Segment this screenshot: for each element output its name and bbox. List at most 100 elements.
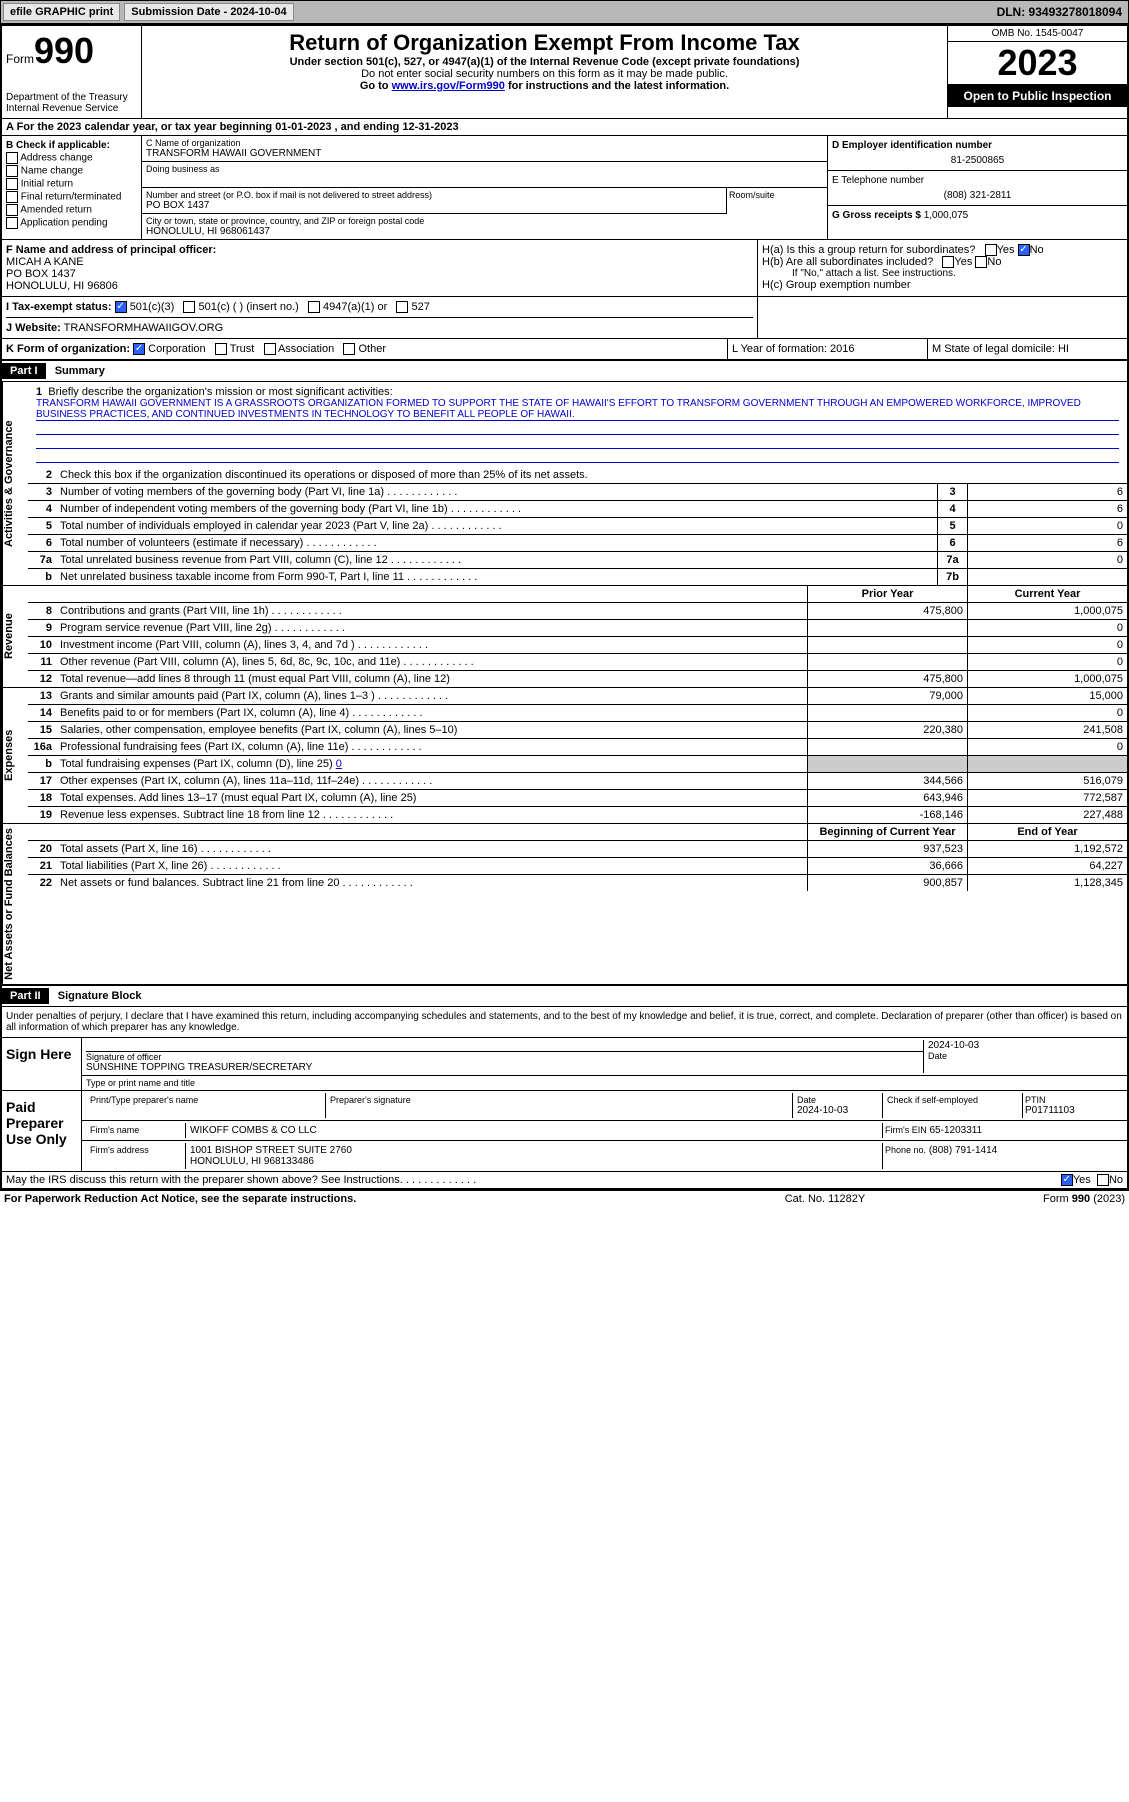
ptin: P01711103: [1025, 1105, 1121, 1116]
officer-addr1: PO BOX 1437: [6, 268, 753, 280]
prep-sig-label: Preparer's signature: [330, 1095, 788, 1105]
self-employed-check[interactable]: Check if self-employed: [883, 1093, 1023, 1118]
entity-right: D Employer identification number 81-2500…: [827, 136, 1127, 239]
tax-year: 2023: [948, 42, 1127, 85]
revenue-section: Revenue Prior YearCurrent Year 8Contribu…: [2, 586, 1127, 688]
row-a-tax-year: A For the 2023 calendar year, or tax yea…: [2, 119, 1127, 136]
expenses-section: Expenses 13Grants and similar amounts pa…: [2, 688, 1127, 824]
website-url: TRANSFORMHAWAIIGOV.ORG: [64, 322, 224, 334]
e20: 1,192,572: [967, 841, 1127, 857]
part2-title: Signature Block: [58, 990, 142, 1002]
c15: 241,508: [967, 722, 1127, 738]
ha-no-check[interactable]: [1018, 244, 1030, 256]
firm-name: WIKOFF COMBS & CO LLC: [186, 1123, 883, 1138]
name-change-check[interactable]: Name change: [6, 165, 137, 177]
c18: 772,587: [967, 790, 1127, 806]
q3: Number of voting members of the governin…: [56, 484, 937, 500]
c8: 1,000,075: [967, 603, 1127, 619]
v7b: [967, 569, 1127, 585]
final-return-check[interactable]: Final return/terminated: [6, 191, 137, 203]
net-assets-section: Net Assets or Fund Balances Beginning of…: [2, 824, 1127, 986]
firm-ein: 65-1203311: [930, 1125, 983, 1136]
form-ref: Form 990 (2023): [925, 1193, 1125, 1205]
submission-date: Submission Date - 2024-10-04: [124, 3, 293, 21]
c14: 0: [967, 705, 1127, 721]
initial-return-check[interactable]: Initial return: [6, 178, 137, 190]
footer: For Paperwork Reduction Act Notice, see …: [0, 1191, 1129, 1207]
firm-phone: (808) 791-1414: [929, 1145, 997, 1156]
b20: 937,523: [807, 841, 967, 857]
hb-question: H(b) Are all subordinates included? Yes …: [762, 256, 1123, 268]
firm-addr: 1001 BISHOP STREET SUITE 2760: [190, 1145, 878, 1156]
corp-check[interactable]: [133, 343, 145, 355]
p10: [807, 637, 967, 653]
part1-header: Part I Summary: [2, 361, 1127, 382]
amended-check[interactable]: Amended return: [6, 204, 137, 216]
sign-here-label: Sign Here: [2, 1038, 82, 1090]
c10: 0: [967, 637, 1127, 653]
p9: [807, 620, 967, 636]
l8: Contributions and grants (Part VIII, lin…: [56, 603, 807, 619]
irs-link[interactable]: www.irs.gov/Form990: [392, 80, 505, 92]
p15: 220,380: [807, 722, 967, 738]
header-row: Form990 Department of the Treasury Inter…: [2, 26, 1127, 119]
city: HONOLULU, HI 968061437: [146, 226, 823, 237]
dba-label: Doing business as: [146, 164, 823, 174]
part1-title: Summary: [55, 365, 105, 377]
form-title: Return of Organization Exempt From Incom…: [146, 30, 943, 56]
c17: 516,079: [967, 773, 1127, 789]
q6: Total number of volunteers (estimate if …: [56, 535, 937, 551]
ein: 81-2500865: [832, 155, 1123, 166]
sig-date: 2024-10-03: [928, 1040, 1123, 1051]
l13: Grants and similar amounts paid (Part IX…: [56, 688, 807, 704]
state-domicile: M State of legal domicile: HI: [927, 339, 1127, 359]
begin-hdr: Beginning of Current Year: [807, 824, 967, 840]
discuss-yes-check[interactable]: [1061, 1174, 1073, 1186]
b21: 36,666: [807, 858, 967, 874]
officer-addr2: HONOLULU, HI 96806: [6, 280, 753, 292]
efile-print-button[interactable]: efile GRAPHIC print: [3, 3, 120, 21]
officer-name: MICAH A KANE: [6, 256, 753, 268]
e22: 1,128,345: [967, 875, 1127, 891]
org-name: TRANSFORM HAWAII GOVERNMENT: [146, 148, 823, 159]
addr-label: Number and street (or P.O. box if mail i…: [146, 190, 722, 200]
part2-header: Part II Signature Block: [2, 986, 1127, 1007]
q5: Total number of individuals employed in …: [56, 518, 937, 534]
side-exp: Expenses: [2, 688, 28, 823]
v6: 6: [967, 535, 1127, 551]
row-i-j: I Tax-exempt status: 501(c)(3) 501(c) ( …: [2, 297, 1127, 339]
l18: Total expenses. Add lines 13–17 (must eq…: [56, 790, 807, 806]
year-formation: L Year of formation: 2016: [727, 339, 927, 359]
501c3-check[interactable]: [115, 301, 127, 313]
prep-name-label: Print/Type preparer's name: [90, 1095, 321, 1105]
dept-label: Department of the Treasury Internal Reve…: [6, 92, 137, 114]
q7a: Total unrelated business revenue from Pa…: [56, 552, 937, 568]
f-label: F Name and address of principal officer:: [6, 244, 753, 256]
v3: 6: [967, 484, 1127, 500]
discuss-row: May the IRS discuss this return with the…: [2, 1172, 1127, 1189]
city-label: City or town, state or province, country…: [146, 216, 823, 226]
q7b: Net unrelated business taxable income fr…: [56, 569, 937, 585]
side-rev: Revenue: [2, 586, 28, 687]
b-label: B Check if applicable:: [6, 140, 137, 151]
paid-preparer-label: Paid Preparer Use Only: [2, 1091, 82, 1171]
app-pending-check[interactable]: Application pending: [6, 217, 137, 229]
l14: Benefits paid to or for members (Part IX…: [56, 705, 807, 721]
p14: [807, 705, 967, 721]
row-f-h: F Name and address of principal officer:…: [2, 240, 1127, 297]
l20: Total assets (Part X, line 16): [56, 841, 807, 857]
c-label: C Name of organization: [146, 138, 823, 148]
d-label: D Employer identification number: [832, 140, 1123, 151]
p19: -168,146: [807, 807, 967, 823]
k-label: K Form of organization:: [6, 343, 130, 355]
q4: Number of independent voting members of …: [56, 501, 937, 517]
row-k: K Form of organization: Corporation Trus…: [2, 339, 1127, 361]
end-hdr: End of Year: [967, 824, 1127, 840]
addr-change-check[interactable]: Address change: [6, 152, 137, 164]
l15: Salaries, other compensation, employee b…: [56, 722, 807, 738]
prep-date: 2024-10-03: [797, 1105, 878, 1116]
current-year-hdr: Current Year: [967, 586, 1127, 602]
c19: 227,488: [967, 807, 1127, 823]
c11: 0: [967, 654, 1127, 670]
l19: Revenue less expenses. Subtract line 18 …: [56, 807, 807, 823]
